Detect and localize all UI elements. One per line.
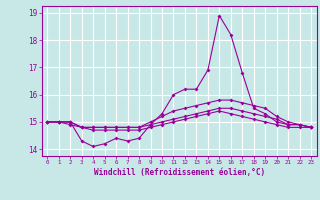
X-axis label: Windchill (Refroidissement éolien,°C): Windchill (Refroidissement éolien,°C)	[94, 168, 265, 177]
